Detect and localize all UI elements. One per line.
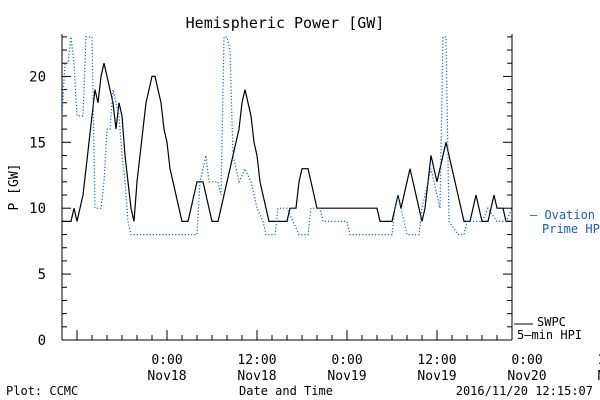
y-axis-label: P [GW] (7, 164, 22, 211)
x-ticks: 0:00Nov1812:00Nov180:00Nov1912:00Nov190:… (61, 330, 600, 384)
x-tick-label-time: 12:00 (237, 353, 276, 368)
x-tick-label-date: Nov18 (237, 369, 276, 384)
x-tick-label-time: 12:00 (597, 353, 600, 368)
x-tick-label-time: 0:00 (511, 353, 542, 368)
x-tick-label-date: Nov18 (147, 369, 186, 384)
y-tick-label: 15 (29, 135, 46, 151)
x-axis-label: Date and Time (239, 384, 333, 398)
footer-plot-source: Plot: CCMC (6, 384, 78, 398)
legend-ovation-label-2: Prime HPI (542, 222, 600, 236)
y-tick-label: 5 (38, 267, 46, 283)
axes-frame (61, 34, 513, 341)
legend-swpc: SWPC 5–min HPI (514, 315, 582, 342)
x-tick-label-date: Nov20 (507, 369, 546, 384)
x-tick-label-time: 0:00 (151, 353, 182, 368)
series-swpc-line (62, 63, 512, 222)
chart-title: Hemispheric Power [GW] (186, 14, 385, 32)
series-layer (61, 36, 513, 236)
y-ticks: 0 5 10 15 20 (29, 36, 512, 349)
legend-ovation: — Ovation Prime HPI (530, 208, 600, 236)
footer-timestamp: 2016/11/20 12:15:07 (456, 384, 593, 398)
x-tick-label-time: 12:00 (417, 353, 456, 368)
series-ovation-prime-line (61, 36, 513, 236)
x-tick-label-date: Nov19 (327, 369, 366, 384)
legend-swpc-label-1: SWPC (537, 315, 566, 329)
x-tick-label-date: Nov20 (597, 369, 600, 384)
x-tick-label-date: Nov19 (417, 369, 456, 384)
legend-swpc-label-2: 5–min HPI (517, 328, 582, 342)
x-tick-label-time: 0:00 (331, 353, 362, 368)
legend-ovation-label-1: — Ovation (530, 208, 595, 222)
y-tick-label: 10 (29, 201, 46, 217)
y-tick-label: 0 (38, 333, 46, 349)
y-tick-label: 20 (29, 69, 46, 85)
